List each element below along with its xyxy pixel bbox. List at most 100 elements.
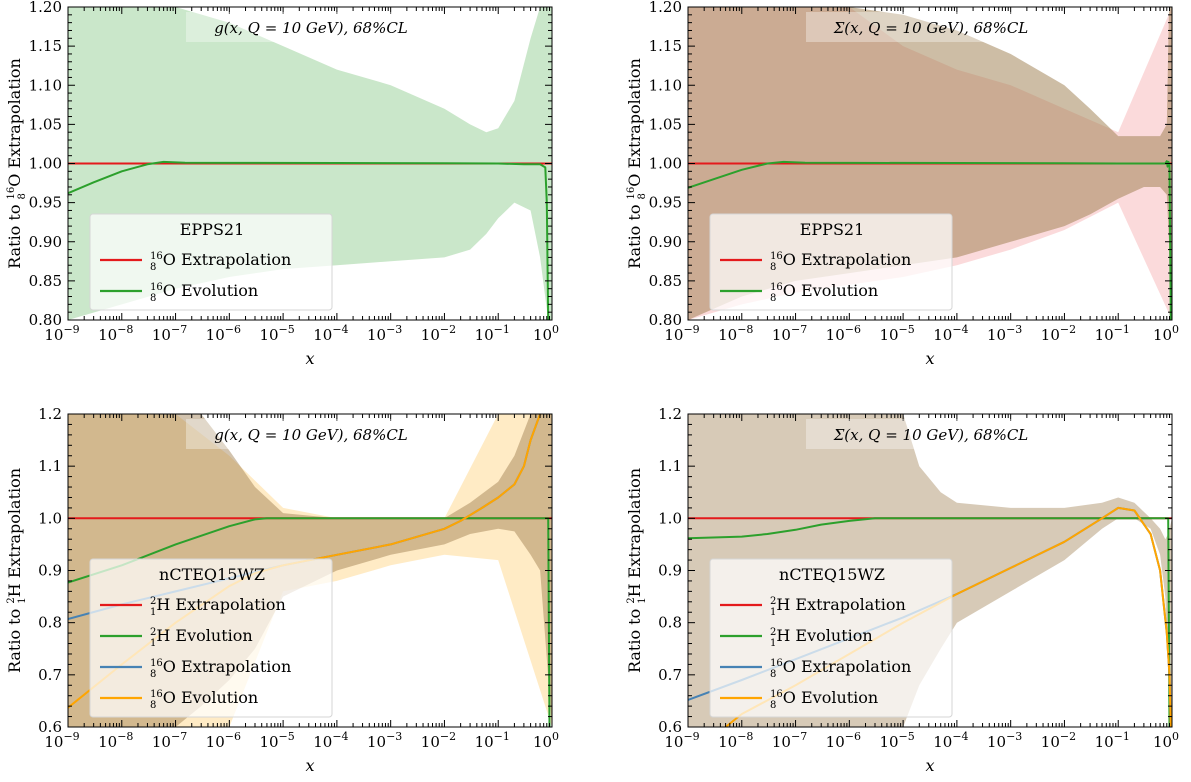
legend-label-1-charge: 8 — [150, 262, 156, 273]
x-tick-label: 10−9 — [664, 323, 699, 344]
y-tick-label: 0.90 — [649, 233, 682, 251]
x-tick-label: 10−4 — [933, 323, 968, 344]
panel-bottom-right: 0.6 0.7 0.8 0.9 1.0 1.1 1.2 10−9 10−8 10−7 10−6 10−… — [625, 405, 1179, 775]
y-tick-label: 0.85 — [29, 272, 62, 290]
y-tick-label: 1.00 — [649, 155, 682, 173]
series-line-2 — [688, 160, 1172, 320]
x-tick-label: 10−8 — [98, 323, 133, 344]
x-tick-label: 10−5 — [879, 323, 914, 344]
legend-label-3: 16 8 O Extrapolation — [150, 657, 291, 680]
y-tick-label: 0.80 — [649, 311, 682, 329]
panel-title-box: g(x, Q = 10 GeV), 68%CL — [186, 12, 436, 42]
x-axis-label: x — [925, 349, 934, 368]
legend-label-3-mass: 16 — [770, 658, 783, 669]
y-axis-label-suffix: H Extrapolation — [625, 468, 644, 597]
series-line-2 — [68, 517, 551, 727]
x-tick-label: 10−5 — [259, 730, 294, 751]
x-tick-label: 10−7 — [772, 323, 807, 344]
y-axis-label-prefix: Ratio to — [625, 604, 644, 673]
y-axis-label-charge: 1 — [17, 597, 28, 603]
y-tick-label: 1.05 — [649, 115, 682, 133]
y-axis-label-charge: 8 — [17, 193, 28, 199]
x-tick-label: 10−2 — [1041, 730, 1076, 751]
x-tick-label: 10−4 — [313, 323, 348, 344]
x-tick-label: 100 — [1153, 323, 1179, 344]
x-axis-label: x — [925, 756, 934, 775]
legend-label-1: 2 1H Extrapolation — [150, 595, 286, 618]
y-axis-label-mass: 2 — [6, 597, 17, 603]
series-line-2 — [68, 160, 550, 320]
x-tick-label: 10−9 — [44, 730, 79, 751]
y-tick-label: 1.15 — [649, 37, 682, 55]
panel-title: Σ(x, Q = 10 GeV), 68%CL — [833, 19, 1029, 37]
legend-label-1-suffix: H Extrapolation — [156, 595, 285, 614]
x-tick-label: 10−6 — [206, 730, 241, 751]
y-tick-label: 0.6 — [658, 718, 682, 736]
legend-label-2-mass: 16 — [150, 282, 163, 293]
legend-label-4-mass: 16 — [770, 689, 783, 700]
y-axis-label: Ratio to 168 O Extrapolation — [625, 58, 648, 269]
legend-label-4-charge: 8 — [770, 700, 776, 711]
y-axis-label: Ratio to 168 O Extrapolation — [5, 58, 28, 269]
panel-top-right: 0.80 0.85 0.90 0.95 1.00 1.05 1.10 1.15 1.20 10−9… — [625, 0, 1179, 368]
legend-label-1-suffix: H Extrapolation — [776, 595, 905, 614]
y-axis-label-prefix: Ratio to — [5, 604, 24, 673]
x-tick-label: 10−5 — [879, 730, 914, 751]
legend-box — [89, 213, 333, 311]
x-tick-label: 10−4 — [313, 730, 348, 751]
x-axis-label: x — [305, 756, 314, 775]
legend-title: nCTEQ15WZ — [779, 565, 885, 584]
x-tick-label: 10−1 — [1095, 730, 1130, 751]
legend-label-3-suffix: O Extrapolation — [783, 657, 912, 676]
y-tick-label: 1.1 — [658, 457, 682, 475]
legend-label-3-charge: 8 — [770, 669, 776, 680]
y-tick-label: 0.85 — [649, 272, 682, 290]
legend: nCTEQ15WZ 2 1 H Extrapolation 2 1H Evolution 1… — [709, 558, 953, 718]
y-tick-label: 1.20 — [649, 0, 682, 16]
y-tick-label: 0.80 — [29, 311, 62, 329]
legend-label-4: 16 8 O Evolution — [150, 688, 258, 711]
legend-label-2-mass: 16 — [770, 282, 783, 293]
x-tick-label: 100 — [533, 730, 559, 751]
legend-label-2-charge: 1 — [770, 638, 776, 649]
x-tick-label: 10−6 — [826, 730, 861, 751]
legend-label-3-mass: 16 — [150, 658, 163, 669]
y-axis-label-charge: 1 — [637, 597, 648, 603]
y-tick-label: 1.10 — [649, 76, 682, 94]
x-tick-label: 10−3 — [987, 730, 1022, 751]
legend-label-1-mass: 2 — [150, 596, 156, 607]
y-axis-label-group: Ratio to 168 O Extrapolation — [625, 58, 648, 269]
x-tick-label: 10−8 — [98, 730, 133, 751]
legend-label-2-charge: 8 — [150, 293, 156, 304]
y-axis-label-group: Ratio to 21H Extrapolation — [625, 468, 648, 673]
y-axis-label-suffix: O Extrapolation — [5, 58, 24, 187]
y-tick-label: 0.7 — [38, 666, 62, 684]
x-tick-label: 10−1 — [1095, 323, 1130, 344]
y-tick-label: 1.1 — [38, 457, 62, 475]
legend-label-2: 2 1H Evolution — [770, 626, 873, 649]
legend-label-1-mass: 16 — [150, 251, 163, 262]
series-line-2 — [688, 517, 1171, 727]
y-tick-label: 1.00 — [29, 155, 62, 173]
legend-label-2-mass: 2 — [150, 627, 156, 638]
x-tick-label: 100 — [533, 323, 559, 344]
x-tick-label: 10−8 — [718, 730, 753, 751]
x-tick-label: 10−2 — [421, 730, 456, 751]
legend-label-1: 16 8 O Extrapolation — [770, 250, 911, 273]
y-tick-label: 1.0 — [658, 509, 682, 527]
x-tick-label: 10−9 — [664, 730, 699, 751]
panel-title-box: Σ(x, Q = 10 GeV), 68%CL — [806, 12, 1056, 42]
panel-title-box: g(x, Q = 10 GeV), 68%CL — [186, 419, 436, 449]
x-tick-label: 10−7 — [152, 323, 187, 344]
y-tick-label: 1.2 — [38, 405, 62, 423]
x-tick-label: 10−3 — [367, 323, 402, 344]
y-axis-label-suffix: H Extrapolation — [5, 468, 24, 597]
x-tick-label: 10−6 — [826, 323, 861, 344]
y-axis-label-mass: 16 — [6, 187, 17, 200]
x-tick-label: 10−3 — [987, 323, 1022, 344]
legend-label-1-mass: 2 — [770, 596, 776, 607]
panel-bottom-left: 0.6 0.7 0.8 0.9 1.0 1.1 1.2 10−9 10−8 10−7 10−6 10−… — [5, 405, 559, 775]
legend-box — [89, 558, 333, 718]
